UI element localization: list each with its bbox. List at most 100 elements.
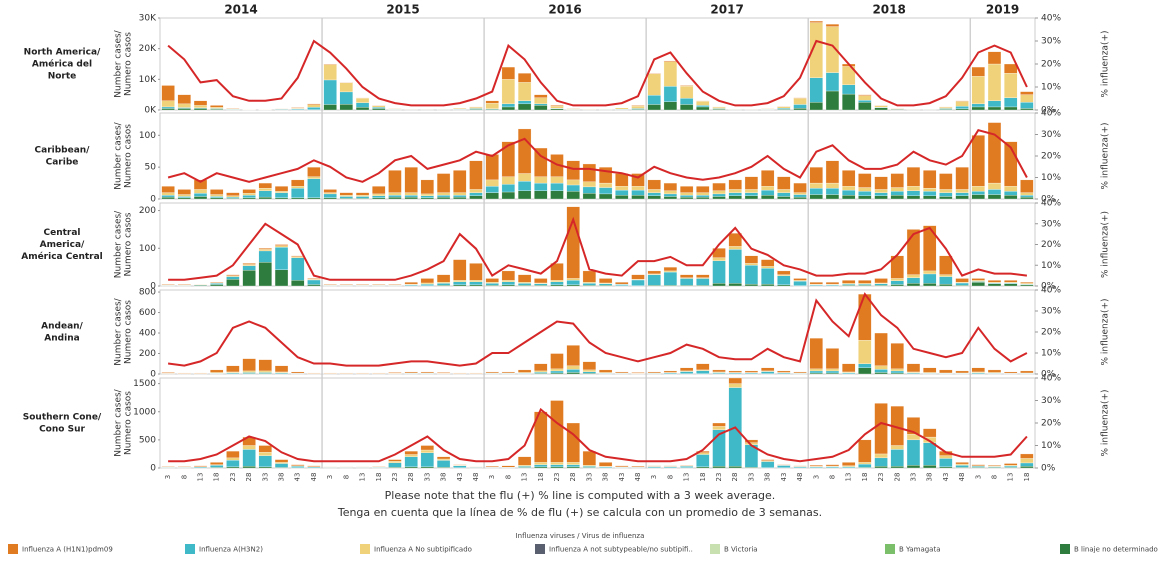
bar-segment [517, 181, 532, 191]
bar-segment [388, 461, 402, 463]
bar-segment [955, 282, 969, 286]
bar-segment [744, 189, 759, 193]
bar-segment [761, 268, 775, 285]
bar-segment [809, 370, 823, 374]
bar-segment [598, 462, 613, 467]
y2-axis-label: % influenza(+) [1101, 122, 1111, 189]
bar-segment [501, 141, 516, 177]
bar-segment [534, 363, 548, 372]
x-tick-label: 18 [1023, 473, 1031, 482]
bar-segment [517, 103, 532, 111]
bar-segment [193, 105, 208, 109]
bar-segment [210, 196, 224, 198]
bar-segment [339, 192, 353, 196]
bar-segment [679, 186, 694, 193]
bar-segment [1020, 179, 1034, 193]
x-tick-label: 38 [764, 473, 772, 482]
bar-segment [226, 459, 240, 468]
bar-segment [226, 196, 240, 199]
bar-segment [582, 282, 597, 284]
bar-segment [858, 173, 872, 188]
bar-segment [550, 182, 564, 191]
bar-segment [777, 189, 791, 193]
bar-segment [971, 367, 985, 373]
bar-segment [939, 276, 953, 285]
bar-segment [485, 371, 499, 374]
bar-segment [987, 182, 1002, 190]
x-tick-label: 13 [1007, 473, 1015, 482]
bar-segment [890, 372, 904, 375]
note: Please note that the flu (+) % line is c… [385, 489, 776, 502]
bar-segment [939, 196, 953, 200]
bar-segment [939, 107, 953, 109]
bar-segment [339, 82, 353, 93]
bar-segment [566, 284, 580, 287]
bar-segment [469, 195, 483, 200]
legend-label: Influenza A (H1N1)pdm09 [22, 546, 113, 554]
bar-segment [809, 337, 823, 370]
bar-segment [874, 283, 888, 286]
x-tick-label: 33 [747, 473, 755, 482]
bar-segment [210, 197, 224, 200]
bar-segment [825, 188, 840, 195]
bar-segment [274, 269, 289, 287]
bar-segment [987, 122, 1002, 184]
bar-segment [793, 104, 807, 109]
bar-segment [728, 383, 742, 388]
bar-segment [274, 244, 289, 246]
bar-segment [696, 106, 710, 111]
x-tick-label: 18 [537, 473, 545, 482]
bar-segment [501, 106, 516, 111]
bar-segment [842, 186, 856, 191]
bar-segment [631, 279, 645, 286]
bar-segment [809, 194, 823, 200]
x-tick-label: 43 [456, 473, 464, 482]
bar-segment [939, 192, 953, 197]
bar-segment [501, 280, 516, 283]
bar-segment [696, 100, 710, 106]
bar-segment [923, 270, 937, 275]
x-tick-label: 43 [942, 473, 950, 482]
bar-segment [825, 194, 840, 200]
bar-segment [420, 466, 434, 469]
bar-segment [728, 233, 742, 247]
bar-segment [534, 462, 548, 465]
bar-segment [436, 282, 451, 284]
bar-segment [177, 194, 191, 197]
bar-segment [242, 197, 256, 200]
bar-segment [372, 186, 386, 195]
bar-segment [874, 105, 888, 108]
bar-segment [874, 107, 888, 111]
bar-segment [550, 108, 564, 111]
y-axis-label: Number cases/ [114, 210, 124, 278]
bar-segment [323, 283, 337, 286]
bar-segment [550, 368, 564, 372]
bar-segment [355, 372, 370, 374]
bar-segment [712, 283, 726, 287]
bar-segment [663, 266, 678, 272]
bar-segment [226, 466, 240, 469]
bar-segment [874, 192, 888, 196]
bar-segment [890, 173, 904, 188]
bar-segment [663, 193, 678, 197]
bar-segment [647, 465, 661, 467]
bar-segment [404, 371, 418, 374]
legend-label: B linaje no determinado [1074, 546, 1158, 554]
bar-segment [517, 369, 532, 373]
bar-segment [501, 176, 516, 185]
bar-segment [517, 283, 532, 286]
bar-segment [890, 187, 904, 192]
bar-segment [501, 270, 516, 281]
bar-segment [793, 280, 807, 286]
bar-segment [274, 365, 289, 373]
bar-segment [517, 274, 532, 283]
bar-segment [534, 182, 548, 191]
bar-segment [631, 274, 645, 280]
bar-segment [420, 278, 434, 284]
bar-segment [809, 166, 823, 184]
bar-segment [177, 283, 191, 286]
bar-segment [226, 457, 240, 461]
bar-segment [923, 170, 937, 189]
bar-segment [971, 280, 985, 282]
bar-segment [955, 370, 969, 374]
